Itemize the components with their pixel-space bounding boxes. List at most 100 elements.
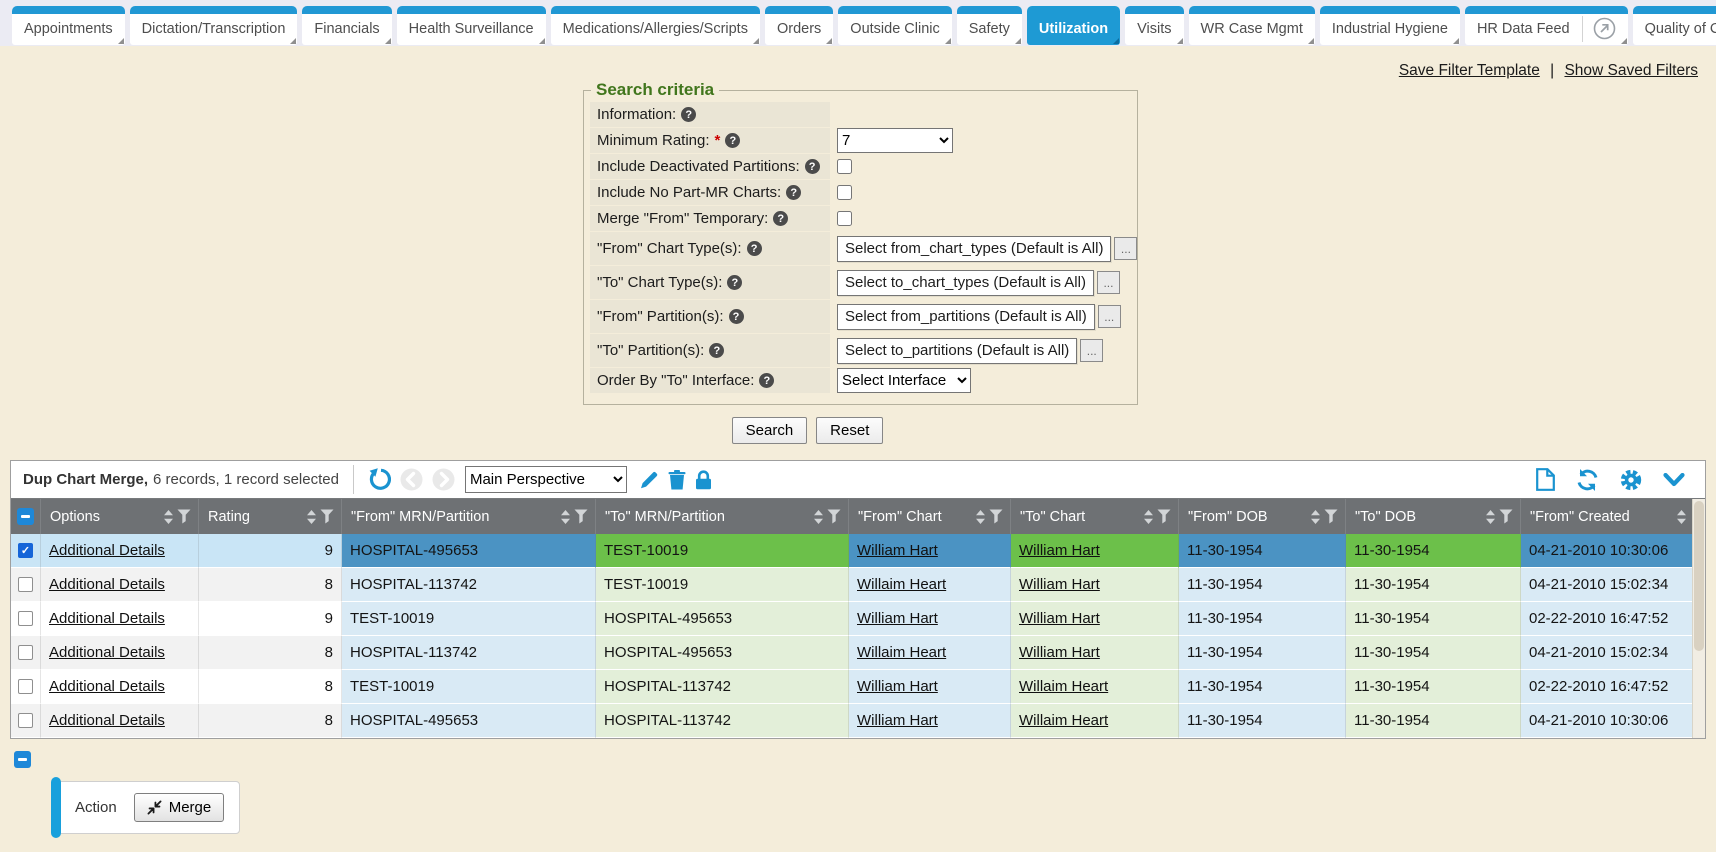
undo-icon[interactable] <box>368 468 391 491</box>
criteria-checkbox[interactable] <box>837 185 852 200</box>
filter-icon[interactable] <box>177 509 191 524</box>
chart-link[interactable]: William Hart <box>1019 576 1100 593</box>
scrollbar-thumb[interactable] <box>1694 501 1704 651</box>
filter-icon[interactable] <box>989 509 1003 524</box>
multi-select-picker[interactable]: Select from_partitions (Default is All) <box>837 303 1095 330</box>
help-icon[interactable]: ? <box>746 241 762 256</box>
sort-icon[interactable] <box>560 509 571 525</box>
additional-details-link[interactable]: Additional Details <box>49 542 165 559</box>
search-button[interactable]: Search <box>731 417 808 444</box>
column-header-from-chart[interactable]: "From" Chart <box>849 499 1011 534</box>
row-checkbox[interactable] <box>18 679 33 694</box>
tab-medications-allergies-scripts[interactable]: Medications/Allergies/Scripts <box>550 6 761 45</box>
lock-icon[interactable] <box>695 469 712 490</box>
sort-icon[interactable] <box>813 509 824 525</box>
reset-button[interactable]: Reset <box>816 417 884 444</box>
additional-details-link[interactable]: Additional Details <box>49 576 165 593</box>
perspective-select[interactable]: Main Perspective <box>464 466 627 493</box>
tab-visits[interactable]: Visits <box>1125 6 1184 45</box>
vertical-scrollbar[interactable] <box>1692 499 1705 738</box>
column-header-to-mrn[interactable]: "To" MRN/Partition <box>596 499 849 534</box>
multi-select-picker[interactable]: Select from_chart_types (Default is All) <box>837 235 1112 262</box>
filter-icon[interactable] <box>1324 509 1338 524</box>
column-header-from-mrn[interactable]: "From" MRN/Partition <box>342 499 596 534</box>
column-header-options[interactable]: Options <box>41 499 199 534</box>
row-checkbox[interactable] <box>18 611 33 626</box>
help-icon[interactable]: ? <box>727 275 743 290</box>
select-all-toggle[interactable] <box>11 499 41 534</box>
filter-icon[interactable] <box>320 509 334 524</box>
row-checkbox[interactable] <box>18 645 33 660</box>
order-by-interface-select[interactable]: Select Interface <box>837 368 971 393</box>
column-header-to-chart[interactable]: "To" Chart <box>1011 499 1179 534</box>
tab-quality-of-care[interactable]: Quality of Care <box>1632 6 1716 45</box>
criteria-checkbox[interactable] <box>837 211 852 226</box>
filter-icon[interactable] <box>1499 509 1513 524</box>
chart-link[interactable]: Willaim Heart <box>1019 678 1109 695</box>
chart-link[interactable]: William Hart <box>857 712 938 729</box>
settings-icon[interactable] <box>1620 469 1642 491</box>
additional-details-link[interactable]: Additional Details <box>49 644 165 661</box>
filter-icon[interactable] <box>574 509 588 524</box>
sort-icon[interactable] <box>975 509 986 525</box>
picker-more-button[interactable]: ... <box>1097 305 1121 328</box>
next-icon[interactable] <box>432 468 455 491</box>
new-document-icon[interactable] <box>1536 468 1555 491</box>
sort-icon[interactable] <box>1143 509 1154 525</box>
help-icon[interactable]: ? <box>728 309 744 324</box>
tab-health-surveillance[interactable]: Health Surveillance <box>396 6 546 45</box>
filter-icon[interactable] <box>1157 509 1171 524</box>
minimum-rating-select[interactable]: 7 <box>837 128 953 153</box>
help-icon[interactable]: ? <box>709 343 725 358</box>
chart-link[interactable]: Willaim Heart <box>857 644 947 661</box>
filter-icon[interactable] <box>827 509 841 524</box>
tab-hr-data-feed[interactable]: HR Data Feed <box>1464 6 1628 45</box>
column-header-from-dob[interactable]: "From" DOB <box>1179 499 1346 534</box>
refresh-icon[interactable] <box>1576 468 1599 491</box>
collapse-icon[interactable] <box>1663 472 1685 487</box>
chart-link[interactable]: William Hart <box>857 610 938 627</box>
additional-details-link[interactable]: Additional Details <box>49 712 165 729</box>
picker-more-button[interactable]: ... <box>1096 271 1120 294</box>
tab-orders[interactable]: Orders <box>764 6 834 45</box>
chart-link[interactable]: William Hart <box>857 542 938 559</box>
picker-more-button[interactable]: ... <box>1080 339 1104 362</box>
previous-icon[interactable] <box>400 468 423 491</box>
sort-icon[interactable] <box>163 509 174 525</box>
column-header-to-dob[interactable]: "To" DOB <box>1346 499 1521 534</box>
row-checkbox[interactable] <box>18 713 33 728</box>
help-icon[interactable]: ? <box>725 133 741 148</box>
tab-appointments[interactable]: Appointments <box>12 6 125 45</box>
column-header-from-created[interactable]: "From" Created <box>1521 499 1692 534</box>
delete-icon[interactable] <box>668 469 686 490</box>
criteria-checkbox[interactable] <box>837 159 852 174</box>
collapse-grid-button[interactable] <box>14 751 31 768</box>
external-link-icon[interactable] <box>1593 17 1616 40</box>
sort-icon[interactable] <box>1676 509 1687 525</box>
tab-utilization[interactable]: Utilization <box>1026 6 1121 45</box>
tab-financials[interactable]: Financials <box>302 6 392 45</box>
help-icon[interactable]: ? <box>759 373 775 388</box>
tab-industrial-hygiene[interactable]: Industrial Hygiene <box>1319 6 1461 45</box>
tab-safety[interactable]: Safety <box>956 6 1022 45</box>
help-icon[interactable]: ? <box>681 107 697 122</box>
multi-select-picker[interactable]: Select to_chart_types (Default is All) <box>837 269 1094 296</box>
show-saved-filters-link[interactable]: Show Saved Filters <box>1564 62 1698 79</box>
chart-link[interactable]: Willaim Heart <box>857 576 947 593</box>
sort-icon[interactable] <box>306 509 317 525</box>
chart-link[interactable]: Willaim Heart <box>1019 712 1109 729</box>
additional-details-link[interactable]: Additional Details <box>49 678 165 695</box>
help-icon[interactable]: ? <box>786 185 802 200</box>
multi-select-picker[interactable]: Select to_partitions (Default is All) <box>837 337 1078 364</box>
sort-icon[interactable] <box>1310 509 1321 525</box>
tab-dictation-transcription[interactable]: Dictation/Transcription <box>129 6 298 45</box>
chart-link[interactable]: William Hart <box>1019 644 1100 661</box>
tab-outside-clinic[interactable]: Outside Clinic <box>838 6 953 45</box>
picker-more-button[interactable]: ... <box>1114 237 1138 260</box>
sort-icon[interactable] <box>1485 509 1496 525</box>
row-checkbox[interactable]: ✓ <box>18 543 33 558</box>
chart-link[interactable]: William Hart <box>1019 542 1100 559</box>
row-checkbox[interactable] <box>18 577 33 592</box>
chart-link[interactable]: William Hart <box>1019 610 1100 627</box>
edit-icon[interactable] <box>639 470 659 490</box>
